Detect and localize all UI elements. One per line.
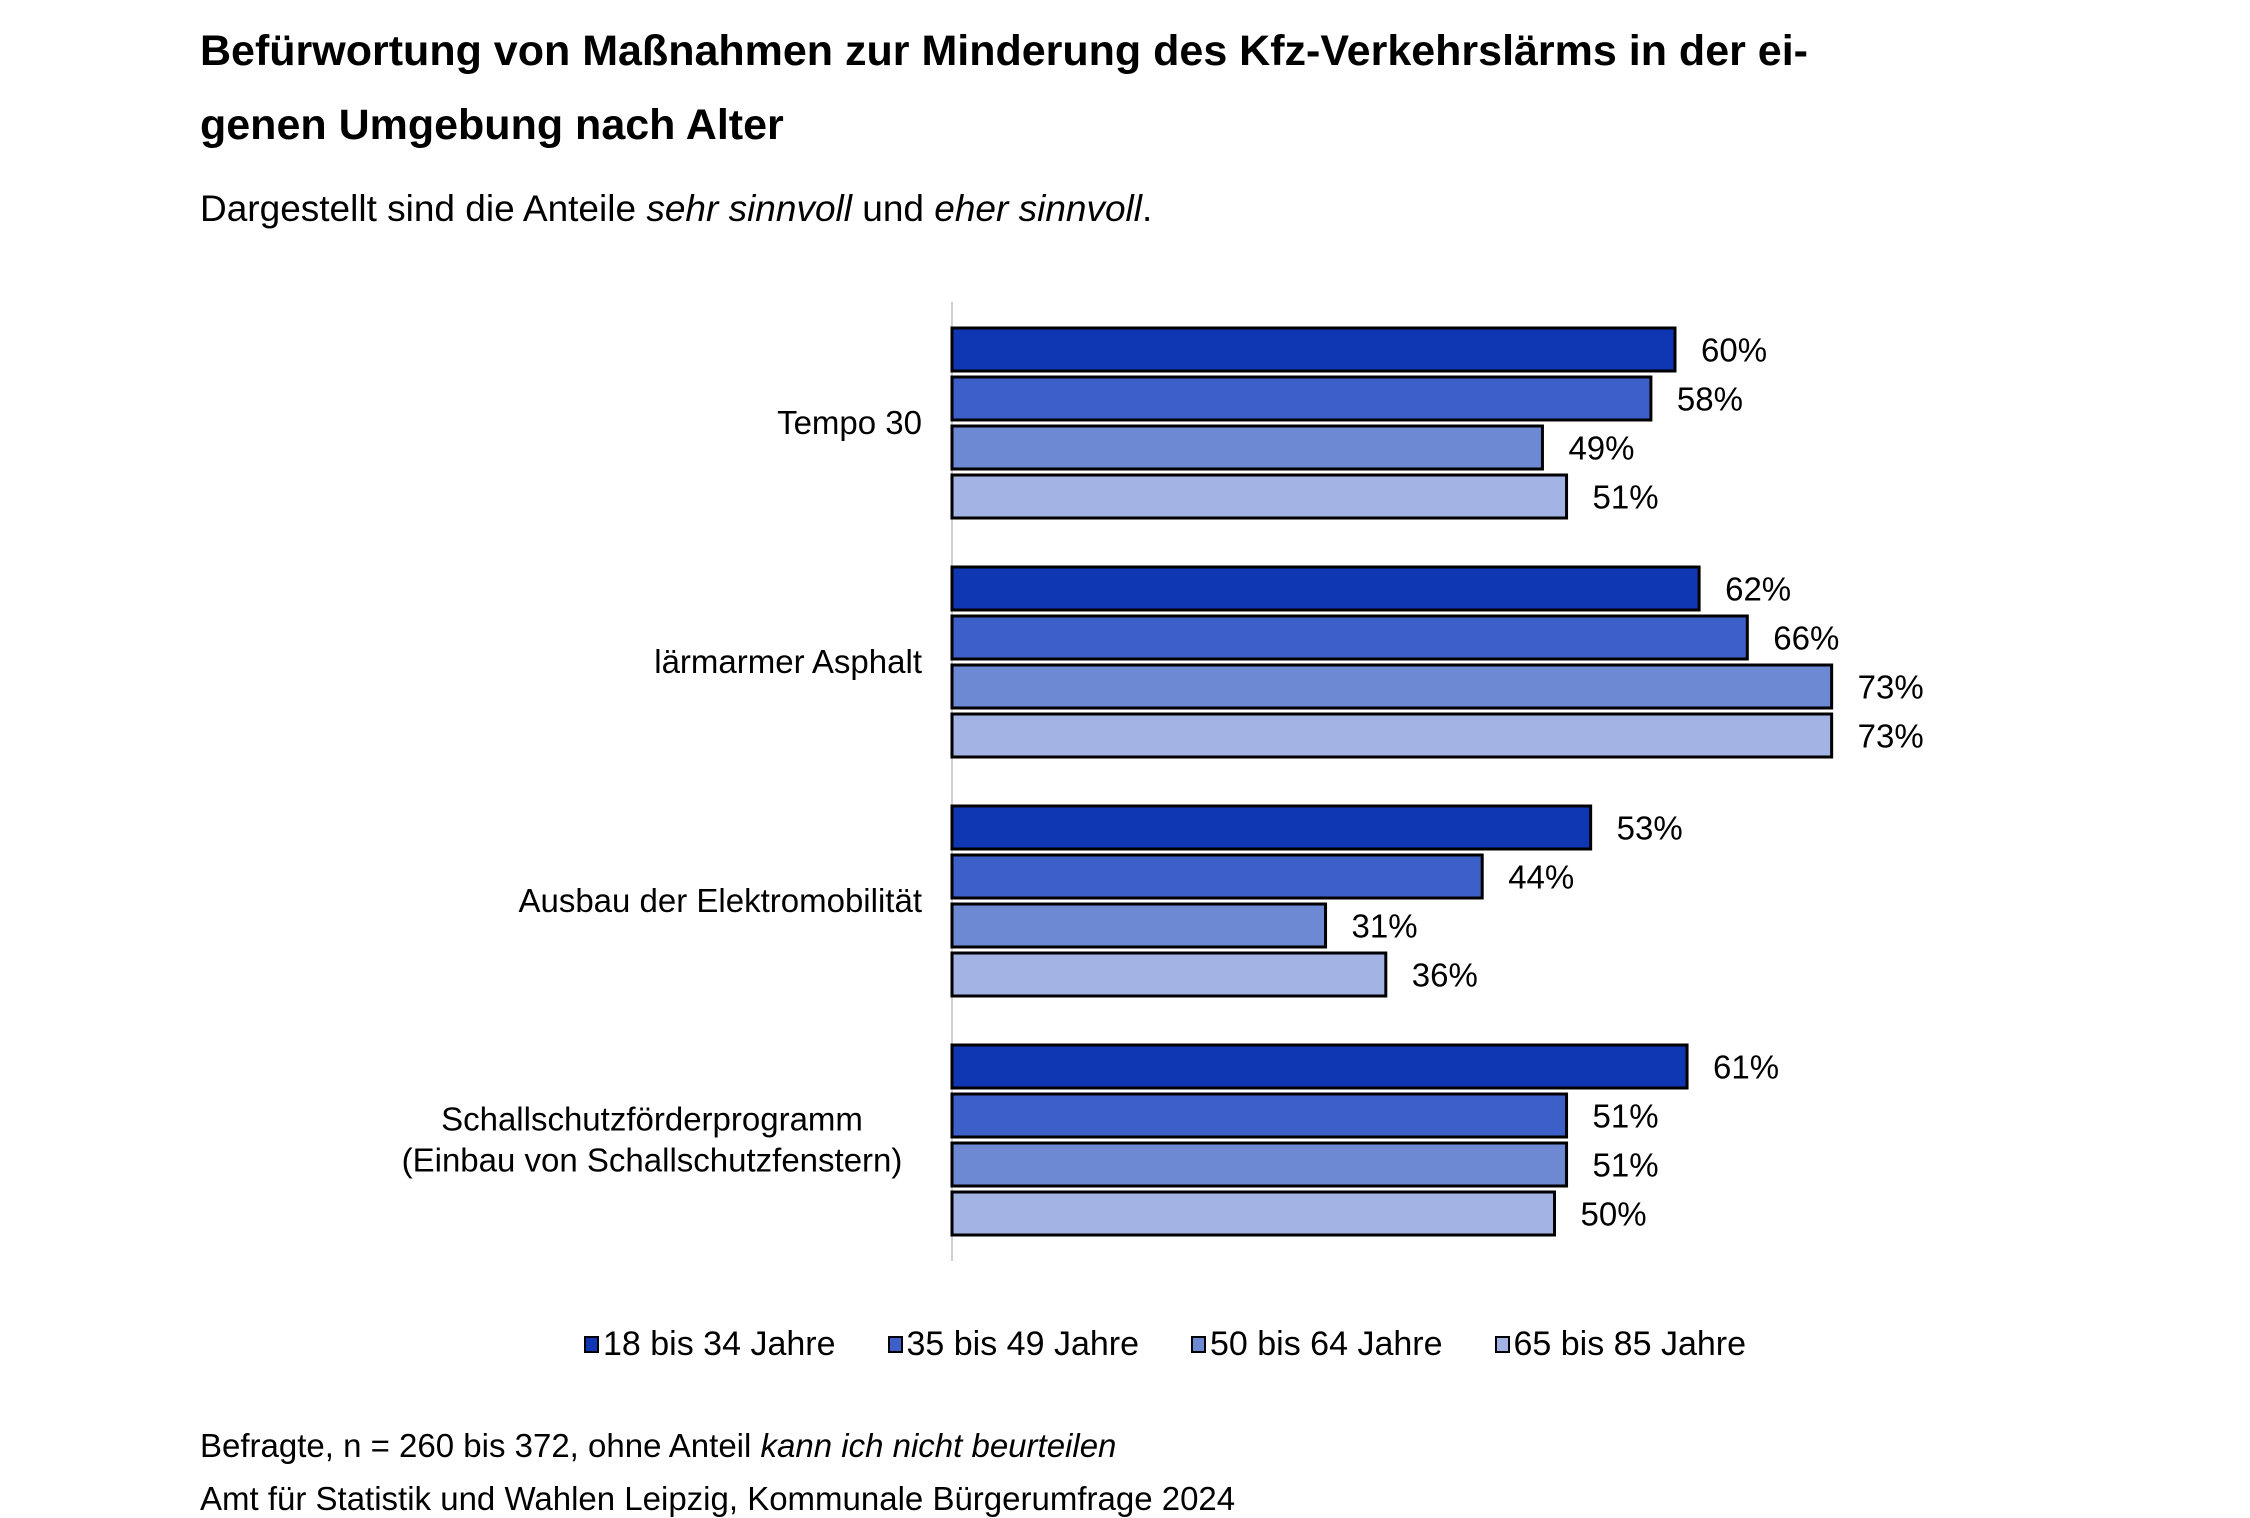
legend-label: 50 bis 64 Jahre xyxy=(1210,1325,1443,1363)
bar xyxy=(950,375,1653,422)
legend-label: 18 bis 34 Jahre xyxy=(603,1325,836,1363)
data-label: 58% xyxy=(1677,381,1743,418)
chart-subtitle: Dargestellt sind die Anteile sehr sinnvo… xyxy=(200,188,1153,229)
legend-swatch xyxy=(1494,1336,1510,1353)
legend-label: 65 bis 85 Jahre xyxy=(1513,1325,1747,1363)
legend-swatch xyxy=(887,1336,903,1353)
data-label: 53% xyxy=(1617,810,1683,847)
legend-item: 35 bis 49 Jahre xyxy=(887,1325,1140,1364)
category-label: Schallschutzförderprogramm xyxy=(441,1101,863,1138)
bar xyxy=(950,1141,1569,1188)
data-label: 51% xyxy=(1593,1098,1659,1135)
legend-swatch xyxy=(1191,1336,1206,1353)
bar xyxy=(950,565,1701,612)
data-label: 73% xyxy=(1858,669,1924,706)
bar xyxy=(950,902,1328,949)
data-label: 50% xyxy=(1581,1196,1647,1233)
legend-item: 18 bis 34 Jahre xyxy=(584,1325,836,1364)
data-label: 51% xyxy=(1593,1147,1659,1184)
bar xyxy=(950,663,1834,710)
footnote: Befragte, n = 260 bis 372, ohne Anteil k… xyxy=(200,1427,1117,1464)
legend-item: 65 bis 85 Jahre xyxy=(1494,1325,1747,1364)
bar xyxy=(950,614,1749,661)
data-label: 73% xyxy=(1858,718,1924,755)
data-label: 61% xyxy=(1713,1049,1779,1086)
bar xyxy=(950,951,1388,998)
data-label: 66% xyxy=(1773,620,1839,657)
legend: 18 bis 34 Jahre 35 bis 49 Jahre 50 bis 64 … xyxy=(0,1325,2250,1364)
bar xyxy=(950,326,1677,373)
source-note: Amt für Statistik und Wahlen Leipzig, Ko… xyxy=(200,1480,1236,1517)
data-label: 49% xyxy=(1568,430,1634,467)
bar xyxy=(950,1043,1689,1090)
category-label: (Einbau von Schallschutzfenstern) xyxy=(402,1142,903,1179)
legend-swatch xyxy=(584,1336,599,1353)
bar-chart: Tempo 30 60% 58% 49% 51% lärmarmer Asphalt 62%… xyxy=(402,302,1924,1261)
bar xyxy=(950,473,1569,520)
category-label: lärmarmer Asphalt xyxy=(654,643,922,680)
bar xyxy=(950,424,1544,471)
bar xyxy=(950,1092,1569,1139)
category-label: Ausbau der Elektromobilität xyxy=(518,882,922,919)
chart-title: Befürwortung von Maßnahmen zur Minderung… xyxy=(200,27,1808,149)
legend-item: 50 bis 64 Jahre xyxy=(1191,1325,1443,1364)
bar xyxy=(950,804,1593,851)
bar xyxy=(950,853,1484,900)
category-label: Tempo 30 xyxy=(777,404,922,441)
data-label: 44% xyxy=(1508,859,1574,896)
legend-label: 35 bis 49 Jahre xyxy=(906,1325,1140,1363)
data-label: 60% xyxy=(1701,332,1767,369)
data-label: 62% xyxy=(1725,571,1791,608)
bar xyxy=(950,1190,1556,1237)
data-label: 51% xyxy=(1593,479,1659,516)
bar xyxy=(950,712,1834,759)
data-label: 31% xyxy=(1352,908,1418,945)
data-label: 36% xyxy=(1412,957,1478,994)
